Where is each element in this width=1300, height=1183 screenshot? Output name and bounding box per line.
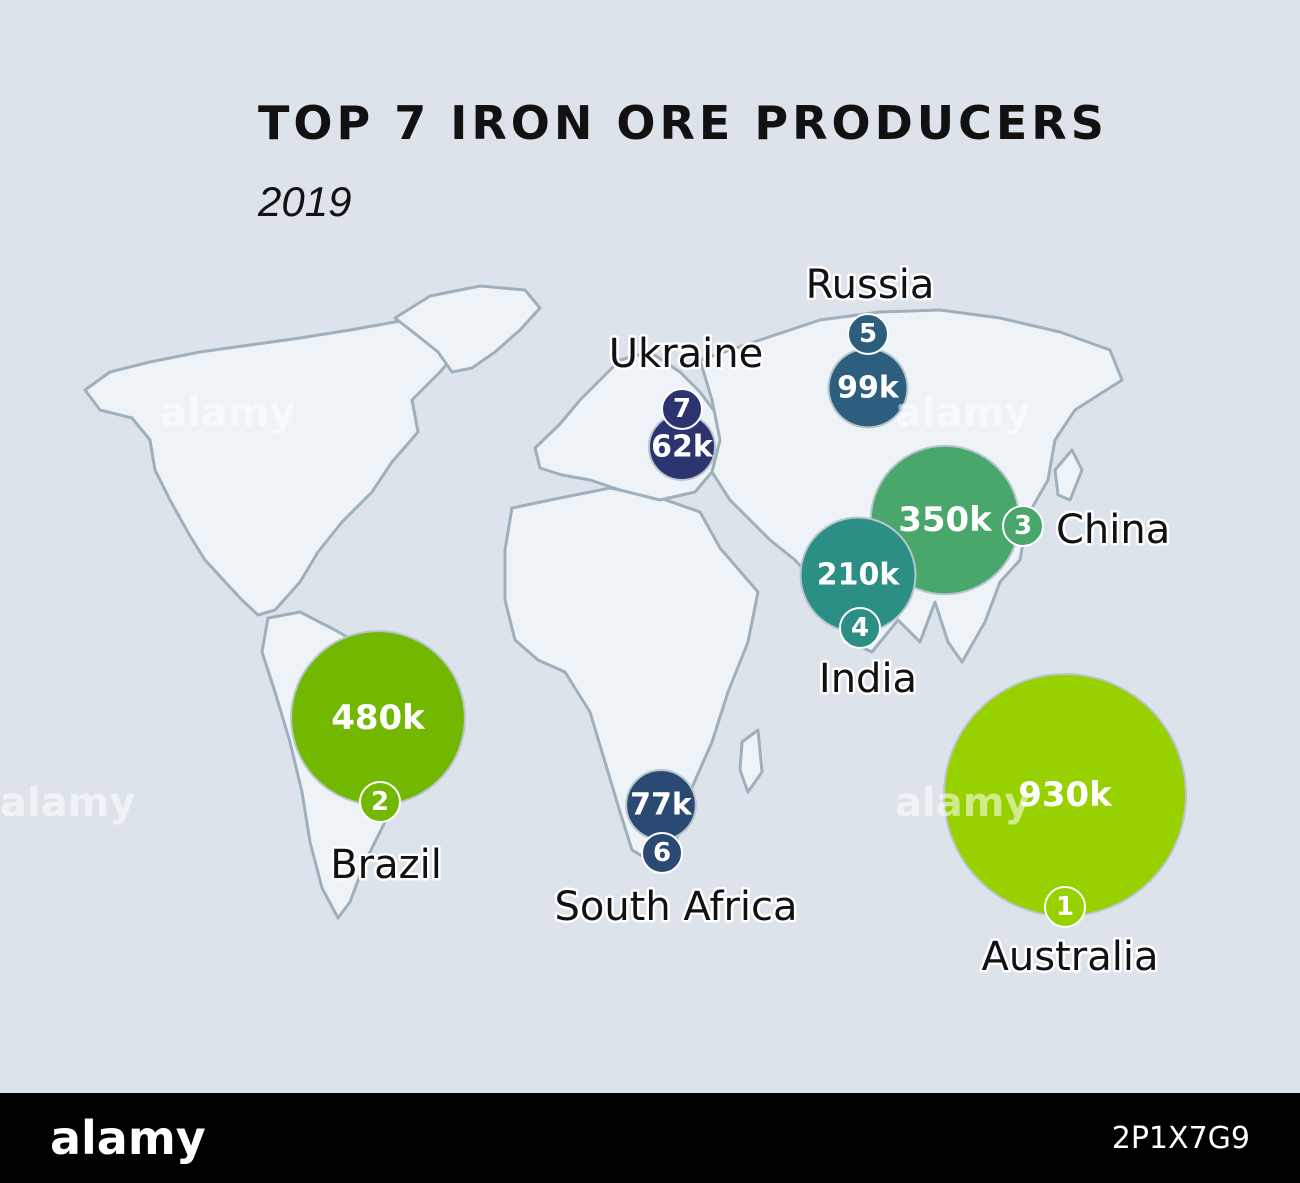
country-label: Australia (982, 934, 1159, 980)
rank-badge (839, 607, 881, 649)
rank-number: 2 (371, 787, 389, 817)
value-label: 99k (837, 371, 900, 406)
rank-number: 7 (673, 394, 691, 424)
brand-logo: alamy (50, 1111, 206, 1165)
rank-badge (661, 388, 703, 430)
chart-subtitle: 2019 (258, 178, 352, 225)
producer-bubbles: 930k 1 Australia 480k 2 Brazil 350k 3 China 210k 4… (290, 260, 1187, 983)
country-label: Ukraine (609, 331, 763, 377)
world-map: 930k 1 Australia 480k 2 Brazil 350k 3 China 210k 4… (83, 260, 1187, 983)
value-label: 210k (817, 558, 901, 593)
country-label: South Africa (554, 884, 797, 930)
rank-badge (359, 781, 401, 823)
rank-badge (1044, 886, 1086, 928)
rank-number: 3 (1014, 511, 1032, 541)
producer-south-africa: 77k 6 South Africa (552, 769, 800, 933)
value-label: 480k (331, 698, 426, 738)
rank-badge (641, 832, 683, 874)
madagascar-land (738, 728, 764, 794)
rank-number: 6 (653, 838, 671, 868)
watermark-text: alamy (0, 780, 136, 826)
greenland-land (393, 284, 542, 374)
image-id: 2P1X7G9 (1111, 1121, 1250, 1156)
producer-india: 210k 4 India (799, 516, 920, 705)
japan-land (1053, 448, 1084, 502)
producer-brazil: 480k 2 Brazil (290, 630, 466, 891)
north-america-land (83, 313, 480, 617)
value-label: 350k (898, 500, 993, 540)
rank-number: 4 (851, 613, 869, 643)
value-label: 77k (630, 788, 693, 823)
country-label: China (1056, 507, 1170, 553)
footer-bar: alamy 2P1X7G9 (0, 1093, 1300, 1183)
producer-ukraine: 62k 7 Ukraine (606, 329, 766, 481)
rank-number: 5 (859, 319, 877, 349)
producer-australia: 930k 1 Australia (943, 673, 1187, 983)
watermark-text: alamy (895, 780, 1031, 826)
country-label: India (819, 656, 917, 702)
chart-title: TOP 7 IRON ORE PRODUCERS (258, 96, 1108, 150)
watermark-text: alamy (895, 390, 1031, 436)
watermark-text: alamy (160, 390, 296, 436)
rank-badge (847, 313, 889, 355)
value-label: 930k (1018, 775, 1113, 815)
country-label: Russia (806, 262, 935, 308)
rank-number: 1 (1056, 892, 1074, 922)
country-label: Brazil (330, 842, 442, 888)
value-label: 62k (651, 430, 714, 465)
producer-russia: 99k 5 Russia (803, 260, 937, 429)
rank-badge (1002, 505, 1044, 547)
